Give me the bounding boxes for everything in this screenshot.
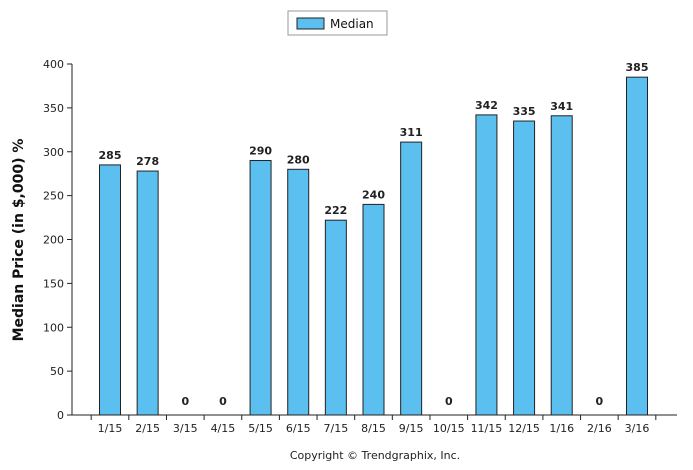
data-label: 290: [249, 145, 272, 158]
bar: [513, 120, 536, 416]
data-label: 285: [99, 149, 122, 162]
x-tick-label: 5/15: [248, 422, 273, 435]
x-tick-label: 2/15: [135, 422, 160, 435]
y-tick-label: 400: [43, 58, 64, 71]
x-tick-label: 11/15: [471, 422, 503, 435]
bar: [249, 160, 272, 416]
x-tick-label: 2/16: [587, 422, 612, 435]
y-tick-label: 250: [43, 190, 64, 203]
data-label: 341: [550, 100, 573, 113]
x-tick-label: 10/15: [433, 422, 465, 435]
data-label: 278: [136, 155, 159, 168]
x-tick-label: 12/15: [508, 422, 540, 435]
copyright-text: Copyright © Trendgraphix, Inc.: [290, 449, 460, 462]
bar: [324, 219, 347, 416]
bar: [626, 76, 648, 416]
data-label: 0: [445, 395, 453, 408]
data-label: 0: [181, 395, 189, 408]
x-tick-label: 9/15: [399, 422, 424, 435]
bar: [362, 203, 385, 416]
x-tick-label: 7/15: [324, 422, 349, 435]
y-tick-label: 200: [43, 234, 64, 247]
y-tick-label: 300: [43, 146, 64, 159]
bar: [400, 141, 423, 416]
data-label: 240: [362, 188, 385, 201]
x-tick-label: 8/15: [361, 422, 386, 435]
bar: [136, 170, 159, 416]
x-tick-label: 4/15: [211, 422, 236, 435]
y-tick-label: 150: [43, 277, 64, 290]
data-label: 0: [219, 395, 227, 408]
x-tick-label: 1/16: [549, 422, 574, 435]
bars: 285 278 0 0 290 280 222 240 311 0 342 335 341 0 385: [99, 61, 649, 416]
y-tick-label: 0: [57, 409, 64, 422]
data-label: 385: [626, 61, 649, 74]
x-tick-label: 3/15: [173, 422, 198, 435]
y-axis: 0 50 100 150 200 250 300 350 400: [43, 58, 73, 422]
y-tick-label: 50: [50, 365, 64, 378]
legend-swatch: [296, 17, 325, 30]
bar: [287, 168, 310, 416]
x-tick-label: 1/15: [98, 422, 123, 435]
bar: [550, 115, 573, 416]
data-label: 335: [513, 105, 536, 118]
legend-label: Median: [330, 17, 374, 31]
y-axis-title: Median Price (in $,000) %: [11, 139, 27, 342]
bar: [475, 114, 498, 416]
x-tick-label: 3/16: [625, 422, 650, 435]
y-tick-label: 350: [43, 102, 64, 115]
bar: [99, 164, 121, 416]
x-tick-label: 6/15: [286, 422, 311, 435]
data-label: 311: [400, 126, 423, 139]
data-label: 0: [596, 395, 604, 408]
data-label: 342: [475, 99, 498, 112]
data-label: 280: [287, 153, 310, 166]
y-tick-label: 100: [43, 321, 64, 334]
legend: Median: [287, 10, 388, 36]
data-label: 222: [324, 204, 347, 217]
x-axis: 1/15 2/15 3/15 4/15 5/15 6/15 7/15 8/15 9/15 10/1…: [72, 414, 677, 435]
